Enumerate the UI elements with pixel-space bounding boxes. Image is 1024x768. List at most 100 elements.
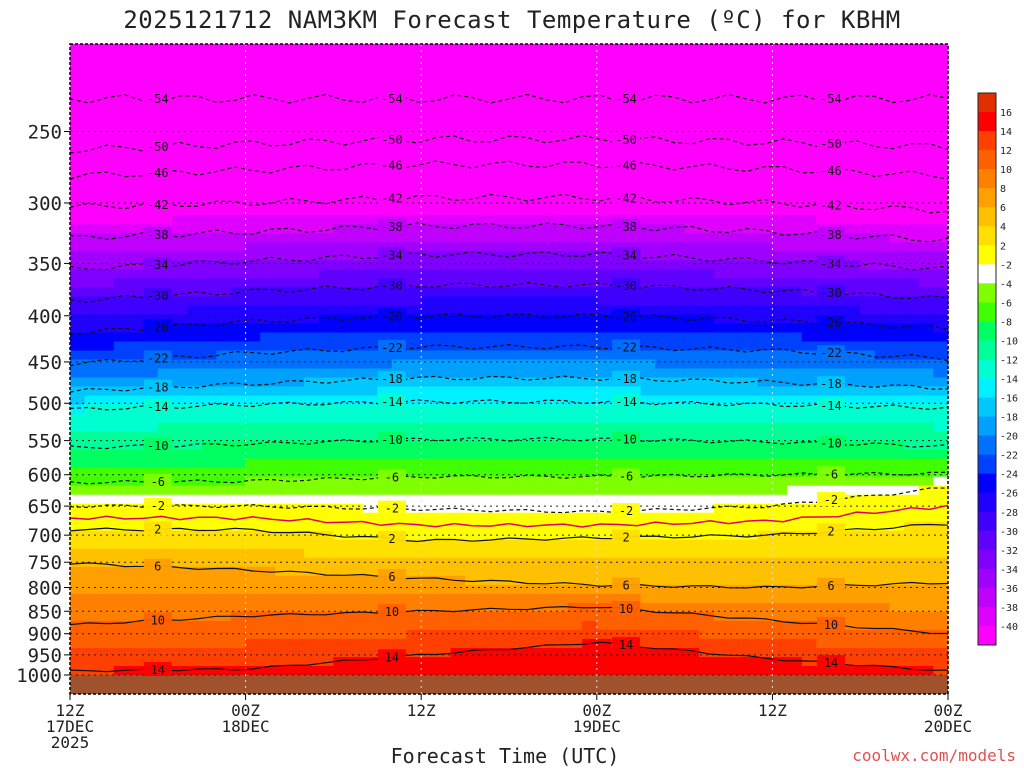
isotherm-label-text: -2 <box>824 493 838 507</box>
isotherm-label-text: -38 <box>615 220 637 234</box>
y-axis-ticks: 2503003504004505005506006507007508008509… <box>16 121 70 687</box>
isotherm-label-bg <box>612 503 641 518</box>
colorbar-swatch <box>978 245 996 265</box>
isotherm-label: -22 <box>143 350 172 365</box>
isotherm-label-text: 2 <box>622 530 629 544</box>
isotherm-label-text: -22 <box>381 341 403 355</box>
colorbar-swatch <box>978 530 996 551</box>
x-tick-label: 00Z <box>582 701 611 720</box>
isotherm-label-bg <box>377 339 406 354</box>
isotherm-label-bg <box>612 90 641 105</box>
isotherm-label-bg <box>377 278 406 293</box>
colorbar-frame <box>977 92 997 646</box>
isotherm--22 <box>69 343 949 367</box>
isotherm-label-bg <box>377 569 406 584</box>
isotherm-label-text: -18 <box>147 381 169 395</box>
isotherm-label: -42 <box>816 197 845 213</box>
colorbar-label: -30 <box>1000 527 1018 538</box>
isotherm-label-text: -10 <box>615 433 637 447</box>
isotherm-label-text: -26 <box>820 316 842 330</box>
isotherm-label-bg <box>612 157 641 172</box>
x-tick-label: 20DEC <box>924 717 972 736</box>
source-credit[interactable]: coolwx.com/models <box>852 746 1016 765</box>
isotherm-label-bg <box>377 190 406 205</box>
isotherm-label-bg <box>612 394 641 409</box>
isotherm-lines: -54 -54 -54 -54 -50 -50 -50 -50 -46 -46 -46 -46 -42 -… <box>69 90 949 677</box>
colorbar-swatch <box>978 416 996 436</box>
colorbar-label: -2 <box>1000 260 1012 271</box>
isotherm-label-bg <box>377 604 406 619</box>
isotherm-label-bg <box>612 308 641 323</box>
isotherm--38 <box>70 222 949 243</box>
isotherm-label-bg <box>143 319 172 334</box>
isotherm-label: -42 <box>612 190 641 206</box>
isotherm-label: 10 <box>143 612 172 627</box>
isotherm-label-text: -46 <box>820 164 842 178</box>
isotherm-label-text: -50 <box>615 133 637 147</box>
colorbar-swatch <box>978 568 996 589</box>
colorbar-label: -34 <box>1000 565 1018 576</box>
colorbar-label: 12 <box>1000 146 1012 157</box>
isotherm-label-text: -30 <box>615 279 637 293</box>
isotherm-label-text: -54 <box>381 92 403 106</box>
colorbar-label: 6 <box>1000 203 1006 214</box>
isotherm-label-bg <box>816 376 845 391</box>
isotherm-label-text: -26 <box>381 310 403 324</box>
isotherm-label: -2 <box>612 503 641 518</box>
colorbar-label: -28 <box>1000 508 1018 519</box>
isotherm-label-bg <box>612 190 641 205</box>
isotherm-label-text: -34 <box>147 258 169 272</box>
y-tick-label: 700 <box>28 525 62 547</box>
isotherm-label-text: -6 <box>151 475 165 489</box>
isotherm-label-text: -34 <box>615 248 637 262</box>
colorbar: -40-38-36-34-32-30-28-26-24-22-20-18-16-… <box>977 92 1018 646</box>
colorbar-swatch <box>978 378 996 398</box>
y-tick-label: 1000 <box>16 665 62 687</box>
isotherm--42 <box>69 193 949 214</box>
isotherm-label-text: -34 <box>381 248 403 262</box>
isotherm-label-text: 6 <box>827 579 834 593</box>
isotherm-label: -50 <box>377 132 406 147</box>
isotherm-label: -30 <box>816 285 845 300</box>
isotherm-label-text: -14 <box>381 395 403 409</box>
isotherm-label: 10 <box>612 600 641 616</box>
y-tick-label: 750 <box>28 552 62 574</box>
isotherm-label-bg <box>377 157 406 172</box>
isotherm-label-bg <box>816 226 845 241</box>
colorbar-swatch <box>978 169 996 189</box>
isotherm-label-text: -54 <box>147 92 169 106</box>
y-tick-label: 300 <box>28 193 62 215</box>
isotherm-10 <box>69 605 949 635</box>
colorbar-label: -12 <box>1000 355 1018 366</box>
isotherm-label-bg <box>612 131 641 146</box>
isotherm-label-text: -42 <box>820 199 842 213</box>
isotherm-label: -34 <box>143 257 172 272</box>
isotherm-label-bg <box>377 500 406 515</box>
y-tick-label: 450 <box>28 352 62 374</box>
isotherm-label-text: -2 <box>151 499 165 513</box>
isotherm-label-bg <box>143 288 172 303</box>
isotherm-label-bg <box>612 370 641 385</box>
isotherm-label: 10 <box>377 604 406 619</box>
isotherm-label-text: -26 <box>147 320 169 334</box>
colorbar-label: -18 <box>1000 413 1018 424</box>
isotherm-label-text: -6 <box>619 469 633 483</box>
colorbar-swatch <box>978 264 996 284</box>
isotherm-label-bg <box>816 577 845 592</box>
isotherm-label-bg <box>816 90 845 105</box>
isotherm-label-text: -22 <box>615 340 637 354</box>
isotherm-label: -2 <box>377 500 406 516</box>
isotherm-label-text: -2 <box>385 502 399 516</box>
isotherm--30 <box>69 281 949 303</box>
colorbar-swatch <box>978 626 996 646</box>
isotherm-label: -18 <box>143 379 172 395</box>
isotherm-label-text: -22 <box>147 351 169 365</box>
x-tick-label: 00Z <box>934 701 963 720</box>
isotherm-label-bg <box>377 371 406 386</box>
isotherm--50 <box>69 134 949 154</box>
isotherm-label-text: -46 <box>381 159 403 173</box>
y-tick-label: 800 <box>28 578 62 600</box>
isotherm-label-text: -6 <box>385 470 399 484</box>
isotherm-label-text: -18 <box>820 377 842 391</box>
